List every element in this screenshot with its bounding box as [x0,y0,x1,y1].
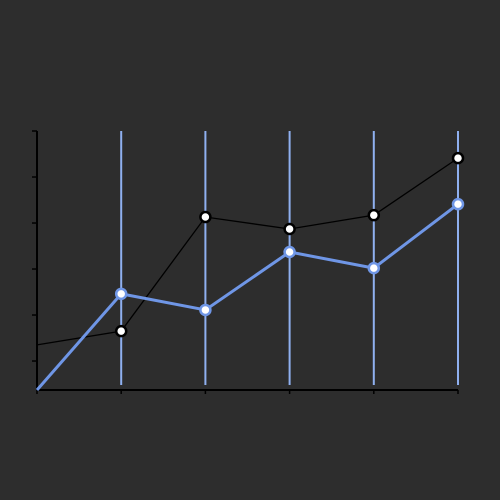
point [114,287,128,301]
point [283,222,296,236]
point [283,245,296,259]
point [451,197,465,211]
point [367,261,381,275]
series-line [35,202,459,391]
point [451,151,465,165]
point [114,324,128,338]
point [199,303,212,317]
point [199,210,212,224]
point [367,208,381,222]
series-line [36,157,459,346]
